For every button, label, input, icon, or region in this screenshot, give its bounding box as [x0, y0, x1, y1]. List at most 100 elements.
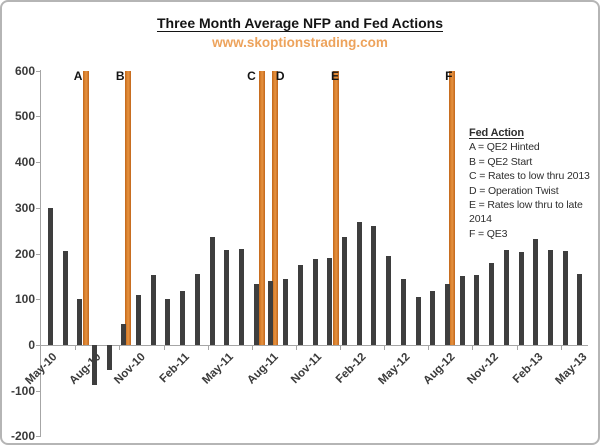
legend-line: C = Rates to low thru 2013 — [469, 170, 590, 183]
fed-action-letter: E — [330, 68, 339, 83]
nfp-bar — [474, 275, 480, 345]
x-tick-mark — [163, 346, 165, 350]
x-tick-label: Feb-12 — [334, 351, 369, 386]
nfp-bar — [77, 299, 83, 345]
y-tick-mark — [36, 436, 40, 438]
nfp-bar — [47, 207, 53, 345]
legend-line: B = QE2 Start — [469, 155, 533, 168]
x-tick-label: May-10 — [23, 351, 60, 388]
fed-action-bar — [271, 70, 278, 345]
nfp-bar — [371, 226, 377, 345]
nfp-bar — [209, 237, 215, 345]
nfp-bar — [503, 250, 509, 345]
x-tick-label: Nov-11 — [289, 351, 325, 387]
y-tick-mark — [36, 390, 40, 392]
y-tick-mark — [36, 345, 40, 346]
nfp-bar — [136, 294, 142, 345]
nfp-bar — [239, 249, 245, 345]
y-tick-label: 0 — [28, 338, 35, 352]
y-tick-label: 100 — [14, 292, 35, 307]
nfp-bar — [577, 274, 583, 345]
nfp-bar — [312, 259, 318, 345]
x-tick-label: Nov-10 — [112, 351, 149, 387]
nfp-bar — [224, 250, 230, 345]
legend-title: Fed Action — [469, 127, 524, 139]
nfp-bar — [253, 283, 259, 345]
y-tick-mark — [36, 253, 40, 255]
x-tick-label: Feb-11 — [157, 351, 193, 386]
fed-action-bar — [449, 70, 456, 345]
y-tick-label: 500 — [14, 109, 35, 124]
x-tick-mark — [295, 346, 297, 350]
x-tick-mark — [251, 346, 253, 350]
x-tick-label: May-12 — [376, 351, 413, 388]
nfp-bar — [533, 238, 539, 345]
nfp-bar — [400, 278, 406, 345]
x-tick-label: Feb-13 — [510, 351, 546, 386]
fed-action-bar — [124, 70, 131, 345]
x-tick-label: Aug-11 — [244, 351, 281, 387]
chart-title: Three Month Average NFP and Fed Actions — [2, 15, 598, 31]
y-axis-line — [40, 70, 41, 437]
y-tick-label: -200 — [10, 429, 35, 444]
x-tick-label: May-13 — [553, 351, 590, 388]
nfp-bar — [430, 290, 436, 345]
x-tick-mark — [119, 346, 121, 350]
y-tick-label: 200 — [14, 246, 35, 261]
legend-line: A = QE2 Hinted — [469, 141, 540, 154]
x-tick-label: Aug-10 — [67, 351, 104, 388]
legend-line: F = QE3 — [469, 227, 508, 240]
nfp-bar — [150, 274, 156, 345]
x-tick-mark — [472, 346, 474, 350]
y-tick-mark — [36, 207, 40, 209]
x-tick-mark — [384, 346, 386, 350]
y-tick-label: 600 — [14, 63, 35, 78]
y-tick-label: 300 — [14, 200, 35, 215]
nfp-bar — [91, 345, 97, 386]
nfp-bar — [547, 250, 553, 345]
chart-subtitle: www.skoptionstrading.com — [212, 35, 388, 50]
x-tick-label: Aug-12 — [420, 351, 457, 388]
y-tick-mark — [36, 299, 40, 301]
nfp-bar — [386, 255, 392, 345]
fed-action-bar — [82, 70, 89, 345]
legend-line: 2014 — [469, 213, 492, 226]
nfp-bar — [268, 280, 274, 345]
nfp-bar — [194, 273, 200, 345]
nfp-bar — [106, 345, 112, 371]
nfp-bar — [356, 221, 362, 345]
x-tick-mark — [516, 346, 518, 350]
x-tick-label: Nov-12 — [465, 351, 502, 387]
nfp-bar — [121, 323, 127, 345]
y-tick-label: 400 — [14, 155, 35, 170]
fed-action-legend: Fed Action A = QE2 Hinted B = QE2 Start C … — [469, 126, 598, 241]
x-tick-mark — [207, 346, 209, 350]
fed-action-letter: C — [247, 68, 256, 83]
x-tick-mark — [428, 346, 430, 350]
nfp-bar — [297, 265, 303, 345]
x-tick-mark — [75, 346, 77, 350]
y-tick-mark — [36, 162, 40, 164]
nfp-bar — [518, 252, 524, 345]
x-tick-mark — [340, 346, 342, 350]
nfp-bar — [489, 263, 495, 345]
nfp-bar — [327, 258, 333, 345]
nfp-bar — [415, 296, 421, 345]
fed-action-bar — [259, 70, 266, 345]
legend-entries: A = QE2 Hinted B = QE2 Start C = Rates to … — [469, 140, 598, 241]
y-tick-mark — [36, 70, 40, 72]
nfp-bar — [165, 299, 171, 345]
fed-action-bar — [332, 70, 339, 345]
y-tick-label: -100 — [10, 383, 35, 398]
y-tick-mark — [36, 116, 40, 118]
x-axis-line — [40, 345, 588, 346]
nfp-bar — [342, 236, 347, 345]
fed-action-letter: B — [115, 68, 125, 83]
fed-action-letter: F — [445, 68, 453, 83]
nfp-bar — [562, 250, 568, 345]
legend-line: E = Rates low thru to late — [469, 199, 583, 212]
x-tick-label: May-11 — [200, 351, 237, 387]
nfp-bar — [283, 278, 289, 345]
fed-action-letter: A — [73, 68, 83, 83]
